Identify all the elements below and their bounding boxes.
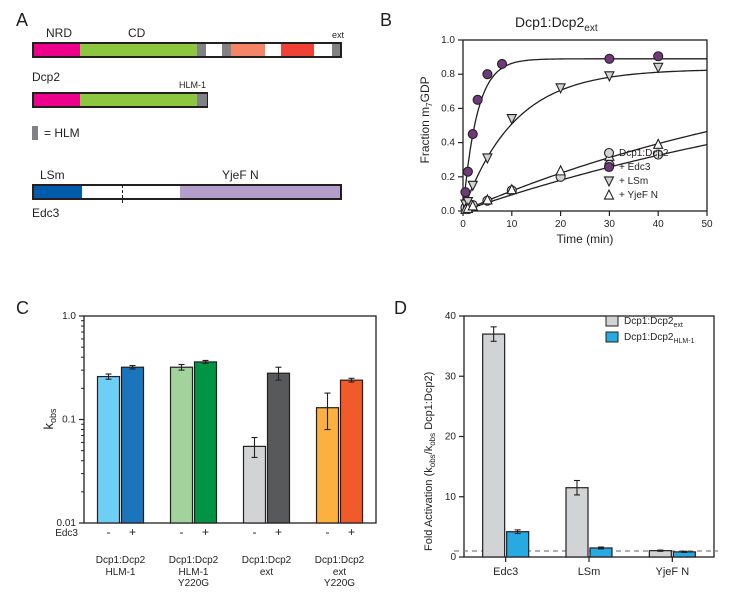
svg-text:-: -: [253, 525, 257, 539]
svg-text:Dcp1:Dcp2HLM-1: Dcp1:Dcp2HLM-1: [624, 332, 695, 345]
svg-text:40: 40: [653, 219, 665, 230]
ext-label: ext: [332, 30, 344, 40]
svg-text:ext: ext: [333, 567, 347, 578]
svg-text:+: +: [129, 525, 136, 539]
svg-text:HLM-1: HLM-1: [178, 567, 208, 578]
svg-text:+: +: [202, 525, 209, 539]
svg-text:+ Edc3: + Edc3: [619, 162, 651, 173]
svg-text:Dcp1:Dcp2: Dcp1:Dcp2: [619, 148, 669, 159]
svg-text:0.1: 0.1: [62, 415, 76, 426]
nrd-label: NRD: [46, 26, 72, 40]
svg-text:Dcp1:Dcp2: Dcp1:Dcp2: [169, 555, 219, 566]
dcp2-name: Dcp2: [32, 70, 60, 84]
svg-text:Y220G: Y220G: [178, 578, 209, 589]
panel-d-chart: 0 10 20 30 40 Fold Activation (kobs/kobs Dcp1…: [420, 310, 720, 605]
svg-text:0.6: 0.6: [441, 103, 455, 114]
svg-text:Y220G: Y220G: [324, 578, 355, 589]
svg-text:+: +: [348, 525, 355, 539]
svg-text:+ YjeF N: + YjeF N: [619, 190, 658, 201]
dcp2-hlm1-bar: [32, 92, 208, 108]
svg-text:0: 0: [450, 552, 456, 563]
svg-text:YjeF N: YjeF N: [656, 566, 690, 578]
svg-text:10: 10: [506, 219, 518, 230]
svg-text:Fold Activation (kobs/kobs Dcp: Fold Activation (kobs/kobs Dcp1:Dcp2): [423, 372, 437, 551]
svg-text:20: 20: [555, 219, 567, 230]
svg-text:+ LSm: + LSm: [619, 176, 648, 187]
svg-text:30: 30: [604, 219, 616, 230]
lsm-label: LSm: [40, 168, 65, 182]
svg-text:LSm: LSm: [578, 566, 601, 578]
svg-text:Dcp1:Dcp2: Dcp1:Dcp2: [242, 555, 292, 566]
panel-c-label: C: [16, 298, 29, 319]
svg-text:-: -: [326, 525, 330, 539]
svg-text:Dcp1:Dcp2: Dcp1:Dcp2: [96, 555, 146, 566]
edc3-bar: [32, 184, 342, 200]
hlm-key-label: = HLM: [44, 126, 80, 140]
svg-text:1.0: 1.0: [441, 35, 455, 46]
cd-label: CD: [128, 26, 145, 40]
panel-b-chart: Dcp1:Dcp2ext 0.00.20.40.60.81.0010203040…: [415, 22, 715, 247]
svg-text:Edc3: Edc3: [493, 566, 518, 578]
dcp2-ext-bar: [32, 42, 342, 58]
panel-c-chart: 0.010.11.0kobs-+Dcp1:Dcp2HLM-1-+Dcp1:Dcp…: [40, 310, 380, 605]
svg-text:1.0: 1.0: [62, 311, 76, 322]
yjefn-label: YjeF N: [222, 168, 259, 182]
svg-text:Edc3: Edc3: [55, 528, 78, 539]
svg-text:30: 30: [445, 371, 457, 382]
svg-text:Dcp1:Dcp2ext: Dcp1:Dcp2ext: [624, 316, 683, 329]
svg-text:0.4: 0.4: [441, 138, 455, 149]
svg-text:0.0: 0.0: [441, 206, 455, 217]
svg-text:20: 20: [445, 432, 457, 443]
svg-text:10: 10: [445, 492, 457, 503]
svg-text:0: 0: [460, 219, 466, 230]
svg-text:HLM-1: HLM-1: [105, 567, 135, 578]
svg-text:ext: ext: [260, 567, 274, 578]
hlm-key-swatch: [32, 126, 38, 140]
svg-text:50: 50: [701, 219, 713, 230]
panel-a-label: A: [16, 10, 28, 31]
svg-text:kobs: kobs: [41, 408, 58, 430]
svg-text:-: -: [180, 525, 184, 539]
svg-text:0.8: 0.8: [441, 69, 455, 80]
svg-text:+: +: [275, 525, 282, 539]
hlm1-label: HLM-1: [179, 80, 206, 90]
panel-a-diagram: NRD CD ext Dcp2 HLM-1 = HLM LSm YjeF N E…: [32, 20, 362, 250]
svg-text:-: -: [107, 525, 111, 539]
svg-text:Dcp1:Dcp2: Dcp1:Dcp2: [315, 555, 365, 566]
svg-text:Fraction m7GDP: Fraction m7GDP: [418, 76, 434, 163]
svg-text:Time (min): Time (min): [557, 232, 614, 246]
panel-b-label: B: [380, 10, 392, 31]
svg-text:0.2: 0.2: [441, 172, 455, 183]
edc3-name: Edc3: [32, 206, 59, 220]
svg-text:40: 40: [445, 311, 457, 322]
panel-d-label: D: [394, 298, 407, 319]
